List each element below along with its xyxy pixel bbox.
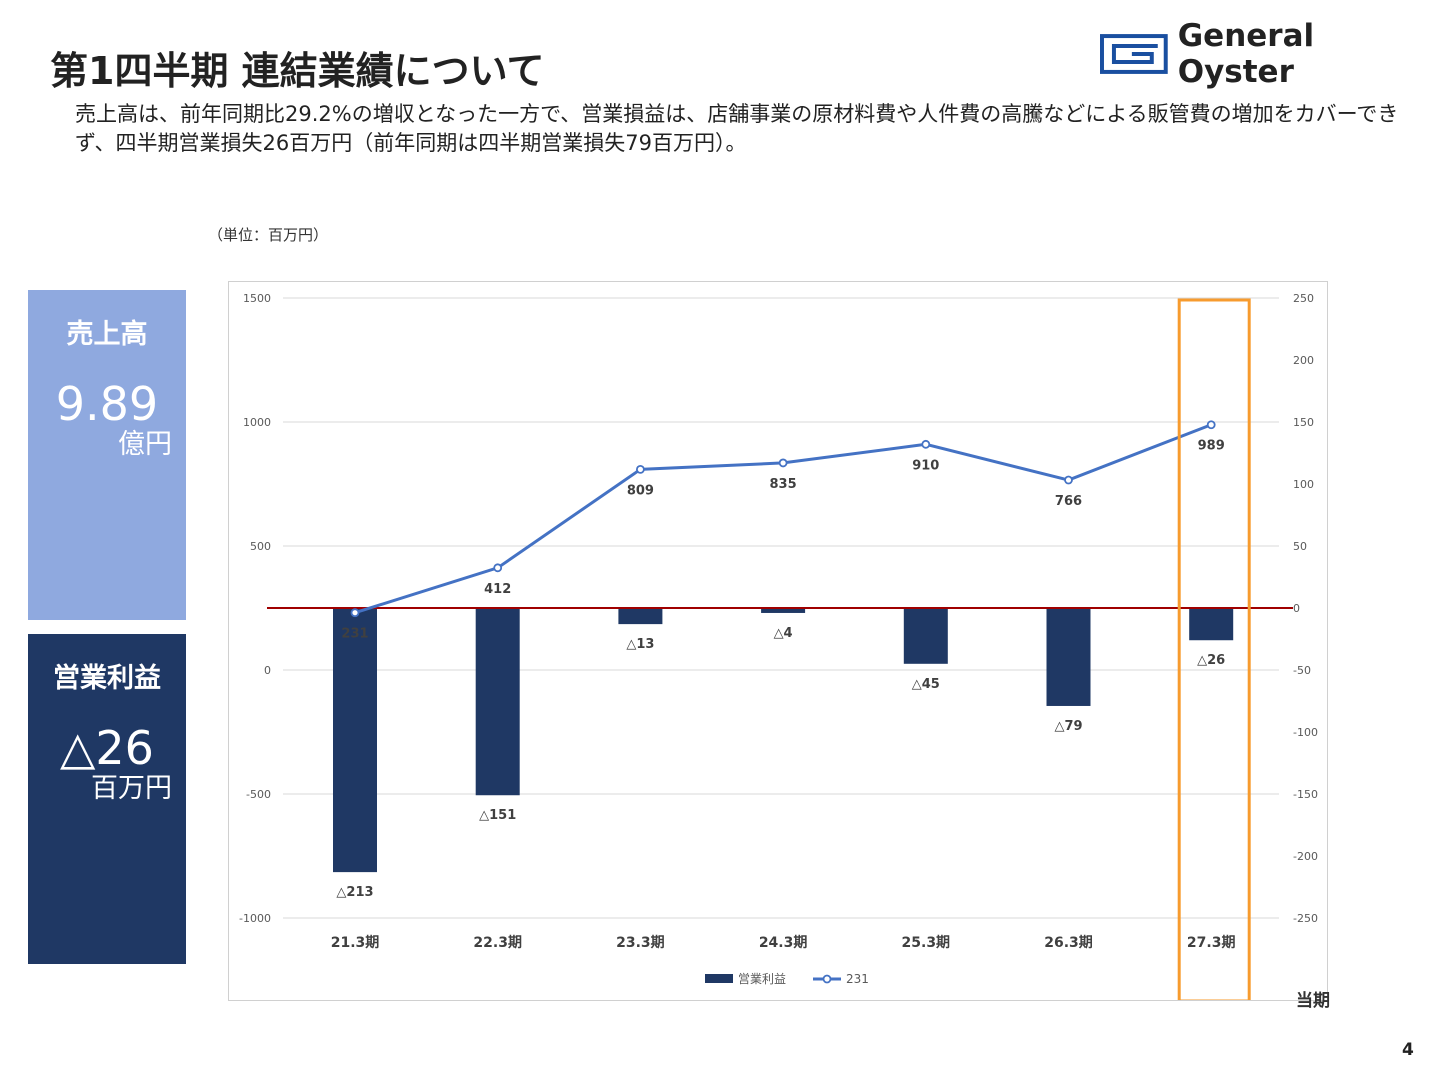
- kpi-sales-value: 9.89: [55, 377, 159, 431]
- current-period-label: 当期: [1296, 991, 1330, 1011]
- sales-point: [921, 439, 931, 449]
- sales-data-label: 989: [1198, 439, 1225, 454]
- legend-line-label: 231: [846, 972, 869, 986]
- right-axis-tick-label: 0: [1293, 602, 1300, 615]
- kpi-sales-card: 売上高 9.89 億円: [28, 290, 186, 620]
- category-label: 21.3期: [331, 935, 380, 951]
- operating-profit-bar: [761, 608, 806, 613]
- right-axis-tick-label: -250: [1293, 912, 1318, 925]
- right-axis-tick-label: 150: [1293, 416, 1314, 429]
- category-label: 22.3期: [473, 935, 522, 951]
- sales-point: [635, 464, 645, 474]
- left-axis-tick-label: -1000: [239, 912, 271, 925]
- page-title: 第1四半期 連結業績について: [50, 49, 545, 93]
- legend-bar-swatch: [705, 974, 733, 983]
- category-label: 27.3期: [1187, 935, 1236, 951]
- legend-bar-label: 営業利益: [738, 972, 786, 986]
- operating-profit-bar: [618, 608, 663, 625]
- category-label: 23.3期: [616, 935, 665, 951]
- operating-profit-data-label: △151: [479, 808, 516, 823]
- category-label: 25.3期: [902, 935, 951, 951]
- sales-data-label: 412: [484, 582, 511, 597]
- left-axis-tick-label: 1000: [243, 416, 271, 429]
- combo-chart: 150010005000-500-1000250200150100500-50-…: [239, 292, 1318, 1003]
- sales-data-label: 910: [912, 458, 939, 473]
- sales-point: [1064, 475, 1073, 485]
- left-axis-tick-label: 1500: [243, 292, 271, 305]
- operating-profit-data-label: △13: [626, 637, 654, 652]
- left-axis-tick-label: -500: [246, 788, 271, 801]
- kpi-operating-card: 営業利益 △26 百万円: [28, 634, 186, 964]
- right-axis-tick-label: 50: [1293, 540, 1307, 553]
- operating-profit-bar: [903, 608, 948, 664]
- kpi-operating-label: 営業利益: [53, 663, 161, 694]
- logo-mark-icon: [1100, 34, 1168, 74]
- operating-profit-bar: [1046, 608, 1091, 706]
- operating-profit-bar: [333, 608, 377, 873]
- right-axis-tick-label: 250: [1293, 292, 1314, 305]
- category-label: 24.3期: [759, 935, 808, 951]
- sales-data-label: 231: [341, 627, 368, 642]
- page-number: 4: [1402, 1040, 1414, 1060]
- sales-point: [778, 458, 788, 468]
- chart-container: 1500 1000 500 0 -500 -1000 250 200 150 100 50 0 -50-…: [228, 281, 1328, 1003]
- left-axis-tick-label: 0: [264, 664, 271, 677]
- operating-profit-data-label: △79: [1054, 719, 1082, 734]
- right-axis-tick-label: 100: [1293, 478, 1314, 491]
- sales-point: [1206, 420, 1216, 430]
- sales-data-label: 766: [1055, 494, 1082, 509]
- company-logo: General Oyster: [1100, 18, 1440, 90]
- sales-point: [493, 563, 503, 573]
- operating-profit-data-label: △213: [336, 885, 373, 900]
- sales-data-label: 809: [627, 483, 654, 498]
- right-axis-tick-label: 200: [1293, 354, 1314, 367]
- logo-text: General Oyster: [1177, 18, 1315, 90]
- summary-text: 売上高は、前年同期比29.2%の増収となった一方で、営業損益は、店舗事業の原材料…: [75, 102, 1399, 155]
- operating-profit-data-label: △26: [1197, 653, 1225, 668]
- sales-data-label: 835: [770, 477, 797, 492]
- kpi-operating-value: △26: [60, 721, 154, 775]
- category-label: 26.3期: [1044, 935, 1093, 951]
- operating-profit-data-label: △4: [774, 626, 793, 641]
- right-axis-tick-label: -100: [1293, 726, 1318, 739]
- unit-note: （単位：百万円）: [208, 226, 329, 244]
- legend-line-marker: [822, 974, 832, 984]
- right-axis-tick-label: -150: [1293, 788, 1318, 801]
- right-axis-tick-label: -50: [1293, 664, 1311, 677]
- kpi-operating-unit: 百万円: [91, 773, 172, 804]
- kpi-sales-unit: 億円: [118, 429, 172, 460]
- operating-profit-data-label: △45: [912, 677, 940, 692]
- kpi-sales-label: 売上高: [66, 319, 148, 350]
- right-axis-tick-label: -200: [1293, 850, 1318, 863]
- operating-profit-bar: [475, 608, 520, 796]
- current-period-highlight: [1177, 298, 1251, 1003]
- left-axis-tick-label: 500: [250, 540, 271, 553]
- operating-profit-bar: [1189, 608, 1234, 641]
- sales-point: [350, 608, 360, 618]
